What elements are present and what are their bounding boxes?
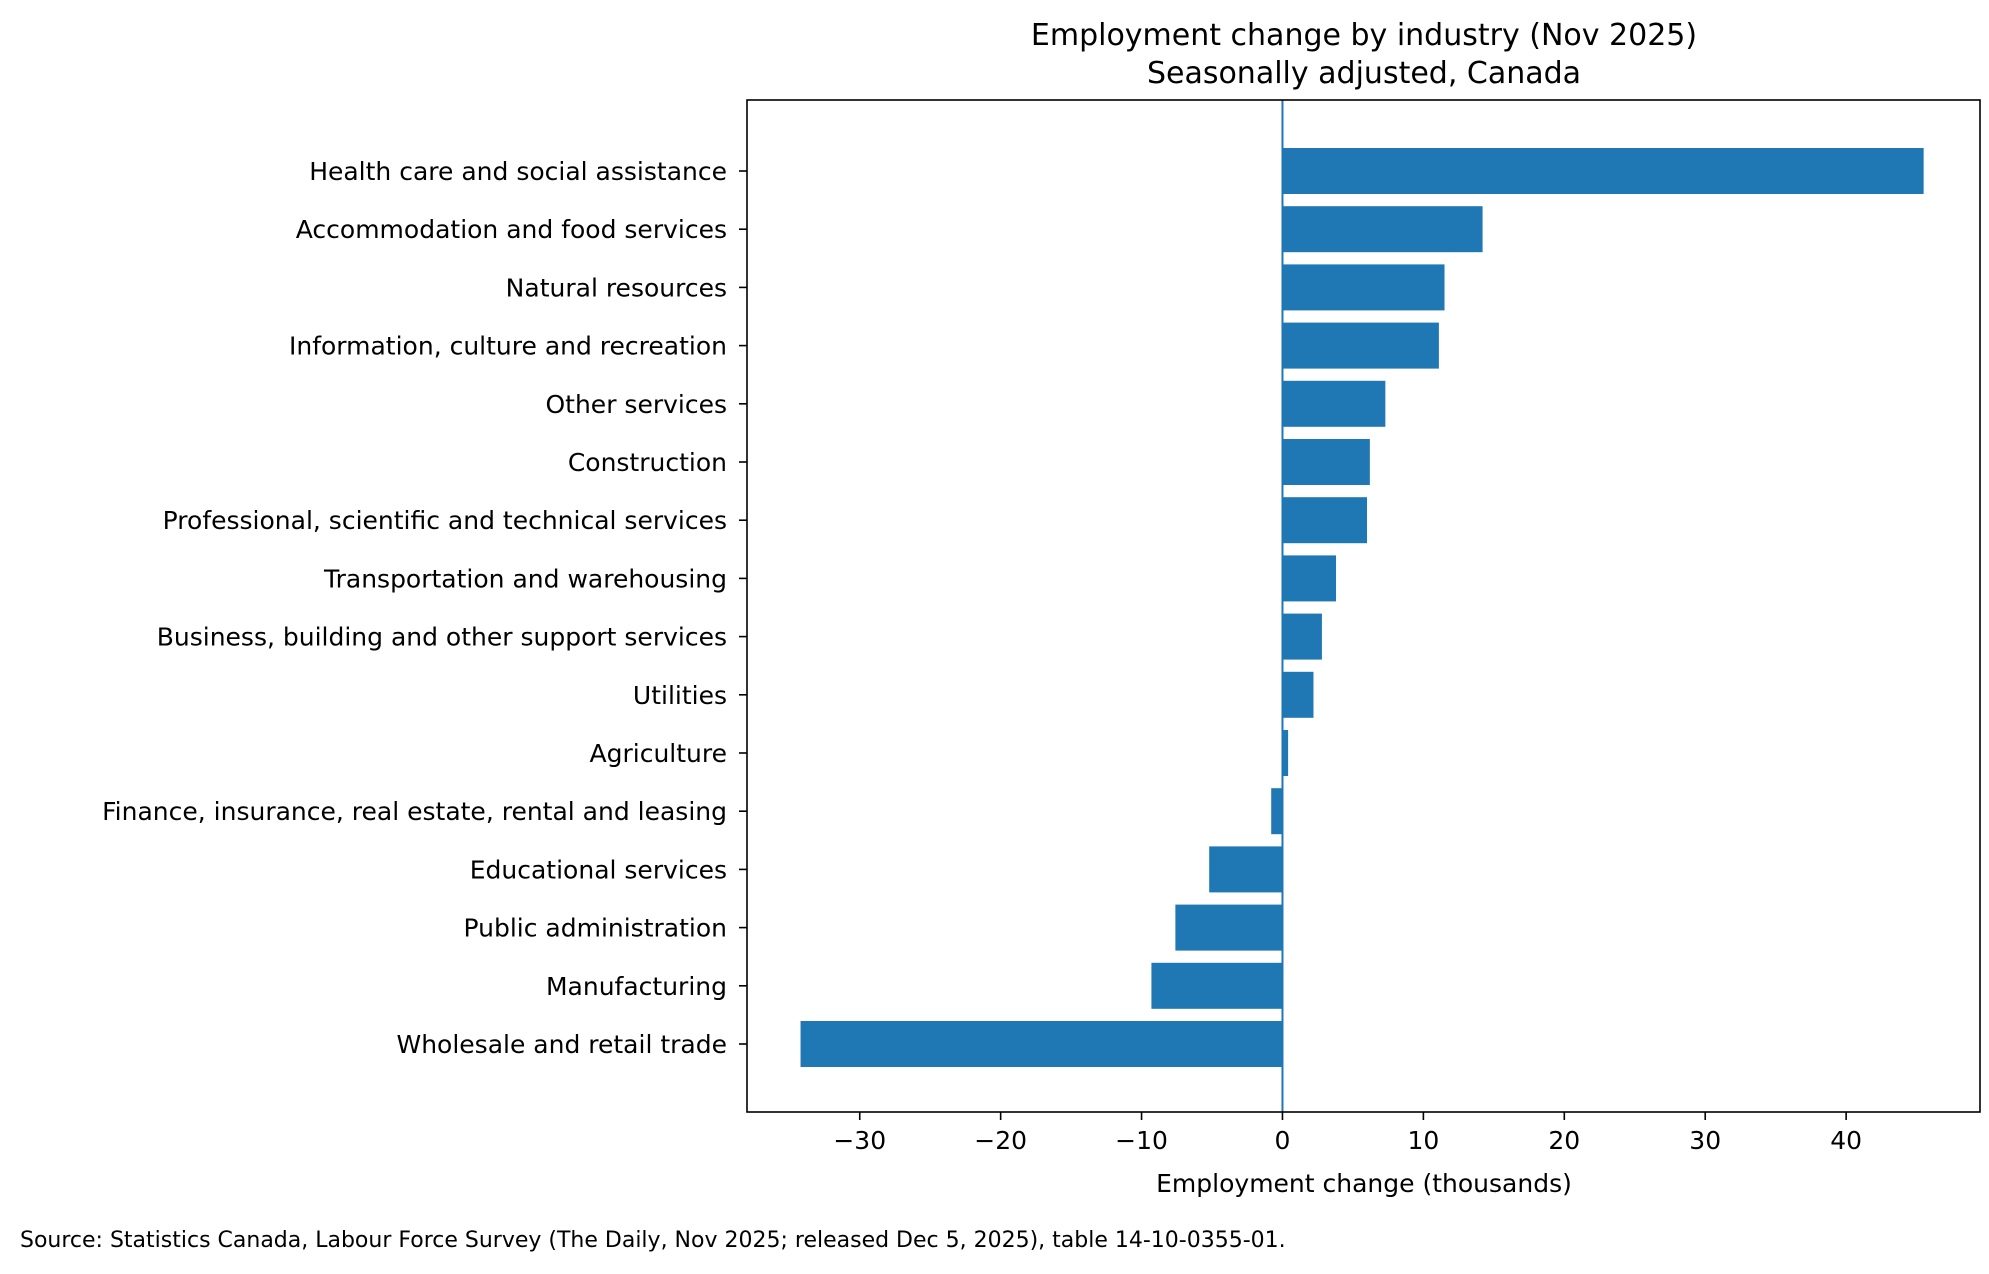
x-tick-label: 40 [1830, 1126, 1862, 1155]
y-axis: Health care and social assistance Accommo… [102, 157, 747, 1059]
chart-subtitle: Seasonally adjusted, Canada [1147, 56, 1581, 91]
plot-frame [746, 99, 1981, 1113]
y-tick-label: Wholesale and retail trade [396, 1030, 727, 1059]
x-tick-label: 20 [1548, 1126, 1580, 1155]
bar [1175, 904, 1283, 951]
bar [1282, 613, 1322, 660]
bar [1282, 439, 1370, 485]
x-tick-label: 0 [1275, 1126, 1291, 1155]
y-tick-label: Business, building and other support ser… [157, 623, 727, 652]
y-tick-label: Other services [545, 390, 727, 419]
bar [1282, 555, 1337, 602]
bar [1282, 671, 1314, 718]
y-tick-label: Utilities [633, 681, 727, 710]
x-tick-label: −20 [974, 1126, 1027, 1155]
x-tick-label: 10 [1407, 1126, 1439, 1155]
y-tick-label: Public administration [463, 914, 727, 943]
bar [1282, 206, 1483, 253]
bar [1282, 322, 1439, 369]
bars-layer [800, 148, 1924, 1067]
chart-title: Employment change by industry (Nov 2025) [1031, 18, 1697, 53]
bar [1209, 846, 1283, 893]
source-note: Source: Statistics Canada, Labour Force … [20, 1228, 1286, 1253]
x-tick-label: −10 [1115, 1126, 1168, 1155]
x-tick-label: −30 [833, 1126, 886, 1155]
y-tick-label: Accommodation and food services [296, 215, 727, 244]
bar [1282, 264, 1445, 311]
y-tick-label: Agriculture [590, 739, 728, 768]
y-tick-label: Transportation and warehousing [323, 564, 727, 593]
bar [800, 1021, 1283, 1067]
x-axis: −30 −20 −10 0 10 20 30 40 [833, 1112, 1862, 1155]
bar [1282, 730, 1289, 776]
bar [1282, 380, 1386, 427]
y-tick-label: Educational services [470, 855, 727, 884]
x-tick-label: 30 [1689, 1126, 1721, 1155]
y-tick-label: Construction [568, 448, 727, 477]
y-tick-label: Information, culture and recreation [289, 332, 727, 361]
y-tick-label: Manufacturing [546, 972, 727, 1001]
bar [1282, 497, 1368, 544]
bar [1151, 962, 1283, 1009]
y-tick-label: Natural resources [506, 273, 727, 302]
y-tick-label: Finance, insurance, real estate, rental … [102, 797, 727, 826]
y-tick-label: Health care and social assistance [309, 157, 727, 186]
y-tick-label: Professional, scientific and technical s… [163, 506, 727, 535]
x-axis-label: Employment change (thousands) [1156, 1169, 1572, 1198]
bar [1271, 788, 1283, 835]
bar [1282, 148, 1924, 194]
